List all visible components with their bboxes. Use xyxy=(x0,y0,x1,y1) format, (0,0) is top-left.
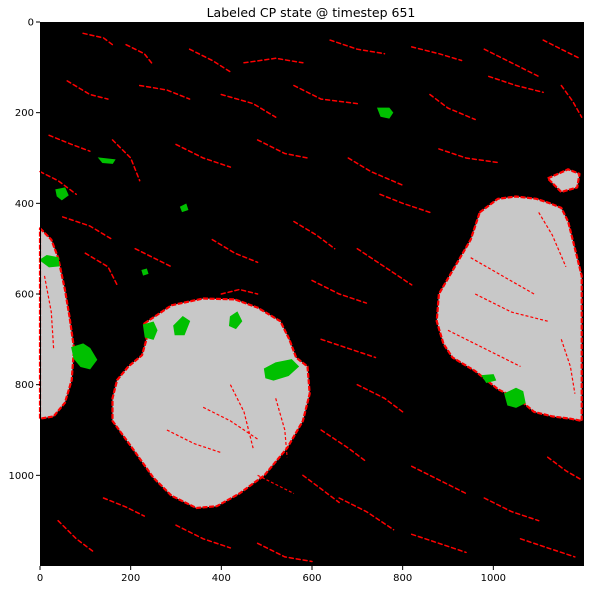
new-event-n5 xyxy=(142,321,158,340)
boundary-fragment-24 xyxy=(134,247,173,268)
y-axis: 0 200 400 600 800 1000 xyxy=(9,18,40,482)
boundary-fragment-15 xyxy=(48,134,91,152)
plot-area xyxy=(38,22,584,566)
boundary-fragment-13 xyxy=(488,75,544,94)
boundary-fragment-39 xyxy=(546,456,583,481)
boundary-fragment-4 xyxy=(329,39,386,55)
inner-streak-10 xyxy=(43,275,55,349)
cold-pool-west xyxy=(40,228,74,419)
boundary-fragment-33 xyxy=(102,497,146,517)
new-event-n11 xyxy=(504,387,526,408)
inner-streak-8 xyxy=(166,429,222,454)
boundary-fragment-7 xyxy=(542,39,581,60)
inner-streak-1 xyxy=(470,257,535,295)
boundary-fragment-38 xyxy=(483,497,540,522)
boundary-fragment-31 xyxy=(356,383,404,413)
inner-streak-3 xyxy=(447,329,521,368)
x-tick-label-200: 200 xyxy=(121,573,140,584)
boundary-fragment-25 xyxy=(211,238,259,264)
boundary-fragment-14 xyxy=(560,84,583,118)
boundary-fragment-27 xyxy=(356,247,413,286)
boundary-fragment-10 xyxy=(220,93,277,118)
boundary-fragment-42 xyxy=(410,533,467,554)
boundary-fragment-6 xyxy=(483,48,540,78)
new-event-n10 xyxy=(481,374,497,383)
boundary-fragment-12 xyxy=(429,93,476,121)
y-tick-label-600: 600 xyxy=(15,290,34,301)
boundary-fragment-0 xyxy=(82,32,114,46)
new-event-n12 xyxy=(179,203,189,213)
boundary-fragment-28 xyxy=(379,193,431,214)
new-event-n8 xyxy=(71,343,98,370)
x-tick-label-400: 400 xyxy=(212,573,231,584)
inner-streak-5 xyxy=(202,406,258,440)
boundary-fragment-32 xyxy=(320,429,368,463)
boundary-fragment-19 xyxy=(347,157,404,186)
boundary-fragment-41 xyxy=(302,474,340,504)
new-event-n6 xyxy=(173,316,191,336)
y-tick-label-0: 0 xyxy=(28,18,34,29)
boundary-fragment-35 xyxy=(256,542,313,563)
boundary-fragment-23 xyxy=(84,252,118,286)
boundary-fragment-17 xyxy=(175,143,232,168)
cold-pool-layer xyxy=(40,169,582,508)
boundary-fragment-3 xyxy=(243,57,304,64)
new-event-n7 xyxy=(228,311,243,330)
boundary-fragment-44 xyxy=(220,288,259,295)
x-tick-label-0: 0 xyxy=(37,573,43,584)
boundary-fragment-5 xyxy=(410,46,463,62)
y-tick-label-200: 200 xyxy=(15,108,34,119)
boundary-fragment-37 xyxy=(410,465,467,495)
x-axis: 0 200 400 600 800 1000 xyxy=(37,566,506,584)
boundary-fragment-9 xyxy=(138,84,191,100)
inner-streak-9 xyxy=(257,474,295,495)
plot-frame xyxy=(40,22,584,566)
new-event-n2 xyxy=(97,157,116,164)
cold-pool-boundary-east-top xyxy=(546,168,581,194)
boundary-fragment-26 xyxy=(293,220,336,250)
boundary-fragment-29 xyxy=(311,279,368,304)
new-event-n1 xyxy=(376,107,394,119)
boundary-fragment-16 xyxy=(111,139,141,182)
inner-boundary-layer xyxy=(43,212,576,495)
cold-pool-central-south xyxy=(112,298,310,508)
y-tick-label-1000: 1000 xyxy=(9,471,34,482)
inner-streak-2 xyxy=(474,293,548,322)
inner-streak-4 xyxy=(560,339,576,394)
boundary-fragment-layer xyxy=(39,32,583,563)
inner-streak-0 xyxy=(538,212,567,268)
x-tick-label-800: 800 xyxy=(393,573,412,584)
boundary-fragment-40 xyxy=(57,519,96,554)
new-event-n3 xyxy=(55,187,69,201)
boundary-fragment-22 xyxy=(61,216,114,241)
new-event-n4 xyxy=(39,254,60,268)
x-tick-label-1000: 1000 xyxy=(481,573,506,584)
boundary-fragment-2 xyxy=(188,48,232,73)
boundary-fragment-20 xyxy=(438,148,499,164)
new-event-layer xyxy=(39,107,526,408)
boundary-fragment-21 xyxy=(39,170,78,196)
inner-streak-6 xyxy=(229,384,254,449)
cold-pool-boundary-central-south xyxy=(111,297,311,510)
new-event-n13 xyxy=(141,268,149,276)
new-event-n9 xyxy=(263,359,300,381)
boundary-fragment-43 xyxy=(519,538,576,558)
boundary-fragment-36 xyxy=(338,497,395,531)
y-tick-label-400: 400 xyxy=(15,199,34,210)
chart-title: Labeled CP state @ timestep 651 xyxy=(207,5,416,20)
boundary-fragment-34 xyxy=(175,524,232,549)
boundary-fragment-11 xyxy=(293,84,359,105)
cold-pool-east xyxy=(436,196,582,421)
boundary-fragment-18 xyxy=(256,139,309,159)
boundary-fragment-1 xyxy=(125,43,155,66)
y-tick-label-800: 800 xyxy=(15,380,34,391)
boundary-fragment-8 xyxy=(66,80,109,100)
cold-pool-boundary-east xyxy=(435,195,583,422)
x-tick-label-600: 600 xyxy=(302,573,321,584)
boundary-fragment-30 xyxy=(320,338,377,359)
